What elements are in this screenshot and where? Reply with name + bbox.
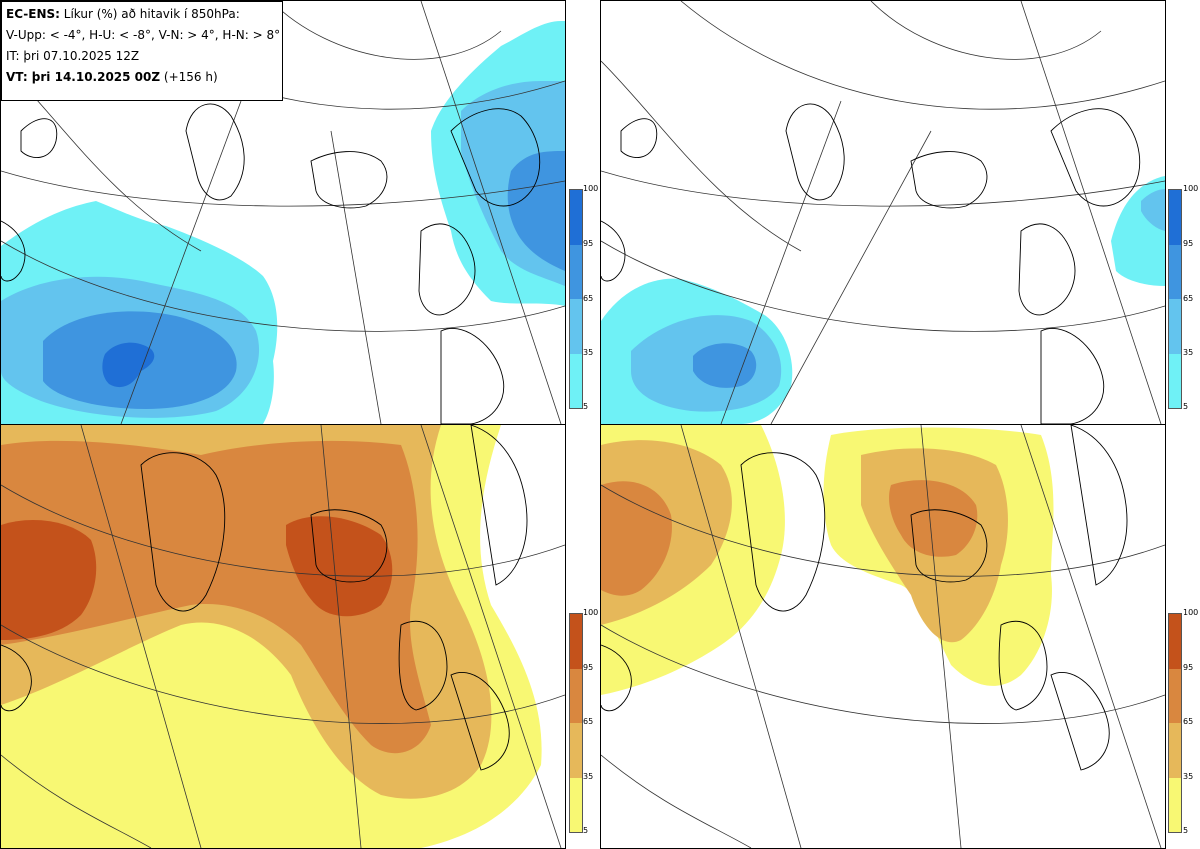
colorbar-tick: 65 — [583, 294, 594, 303]
info-description: Líkur (%) að hitavik í 850hPa: — [59, 7, 240, 21]
probability-area-high — [507, 151, 565, 271]
probability-area-high — [601, 481, 672, 596]
colorbar-bottom-right — [1168, 613, 1182, 833]
coastlines — [601, 425, 1128, 771]
colorbar-top-right — [1168, 189, 1182, 409]
colorbar-tick: 5 — [1183, 402, 1189, 411]
colorbar-segment — [570, 190, 582, 245]
colorbar-segment — [1169, 299, 1181, 354]
colorbar-segment — [570, 244, 582, 299]
map-panel-bottom-right — [600, 424, 1166, 849]
colorbar-tick: 65 — [583, 717, 594, 726]
colorbar-segment — [570, 614, 582, 669]
colorbar-segment — [570, 723, 582, 778]
colorbar-segment — [1169, 668, 1181, 723]
colorbar-top-left — [569, 189, 583, 409]
probability-area-max — [286, 516, 393, 617]
info-lead-time: (+156 h) — [160, 70, 218, 84]
probability-area-high — [889, 480, 978, 557]
colorbar-segment — [570, 777, 582, 832]
map-top-right — [601, 1, 1165, 424]
map-top-left — [1, 1, 565, 424]
colorbar-bottom-left — [569, 613, 583, 833]
coastlines — [601, 103, 1141, 424]
info-model: EC-ENS: — [6, 7, 60, 21]
map-bottom-left — [1, 425, 565, 848]
info-thresholds: V-Upp: < -4°, H-U: < -8°, V-N: > 4°, H-N… — [6, 28, 281, 42]
colorbar-segment — [570, 299, 582, 354]
graticule — [1, 425, 565, 848]
colorbar-tick: 100 — [1183, 184, 1199, 193]
map-bottom-right — [601, 425, 1165, 848]
colorbar-segment — [1169, 614, 1181, 669]
colorbar-tick: 35 — [1183, 772, 1194, 781]
map-panel-top-right — [600, 0, 1166, 425]
graticule — [601, 425, 1165, 848]
colorbar-tick: 65 — [1183, 717, 1194, 726]
colorbar-tick: 35 — [1183, 348, 1194, 357]
info-valid-time: VT: þri 14.10.2025 00Z — [6, 70, 161, 84]
map-panel-top-left: EC-ENS: Líkur (%) að hitavik í 850hPa: V… — [0, 0, 566, 425]
graticule — [601, 1, 1165, 424]
colorbar-tick: 5 — [1183, 826, 1189, 835]
colorbar-tick: 100 — [1183, 608, 1199, 617]
colorbar-segment — [570, 668, 582, 723]
probability-area-high — [693, 343, 757, 388]
probability-area-max — [102, 342, 155, 388]
colorbar-tick: 95 — [1183, 663, 1194, 672]
colorbar-segment — [1169, 353, 1181, 408]
map-panel-bottom-left — [0, 424, 566, 849]
colorbar-tick: 35 — [583, 348, 594, 357]
colorbar-tick: 95 — [1183, 239, 1194, 248]
colorbar-tick: 5 — [583, 826, 589, 835]
probability-area-mid — [1141, 189, 1165, 231]
colorbar-segment — [1169, 723, 1181, 778]
info-init-time: IT: þri 07.10.2025 12Z — [6, 49, 140, 63]
coastlines — [1, 103, 541, 424]
info-box: EC-ENS: Líkur (%) að hitavik í 850hPa: V… — [1, 1, 283, 101]
colorbar-segment — [570, 353, 582, 408]
colorbar-tick: 35 — [583, 772, 594, 781]
colorbar-segment — [1169, 244, 1181, 299]
colorbar-tick: 95 — [583, 663, 594, 672]
colorbar-tick: 100 — [583, 184, 599, 193]
colorbar-tick: 100 — [583, 608, 599, 617]
colorbar-segment — [1169, 777, 1181, 832]
colorbar-tick: 65 — [1183, 294, 1194, 303]
colorbar-tick: 95 — [583, 239, 594, 248]
colorbar-segment — [1169, 190, 1181, 245]
colorbar-tick: 5 — [583, 402, 589, 411]
coastlines — [1, 425, 528, 771]
probability-area-max — [1, 520, 97, 640]
probability-area-low — [1, 675, 341, 848]
